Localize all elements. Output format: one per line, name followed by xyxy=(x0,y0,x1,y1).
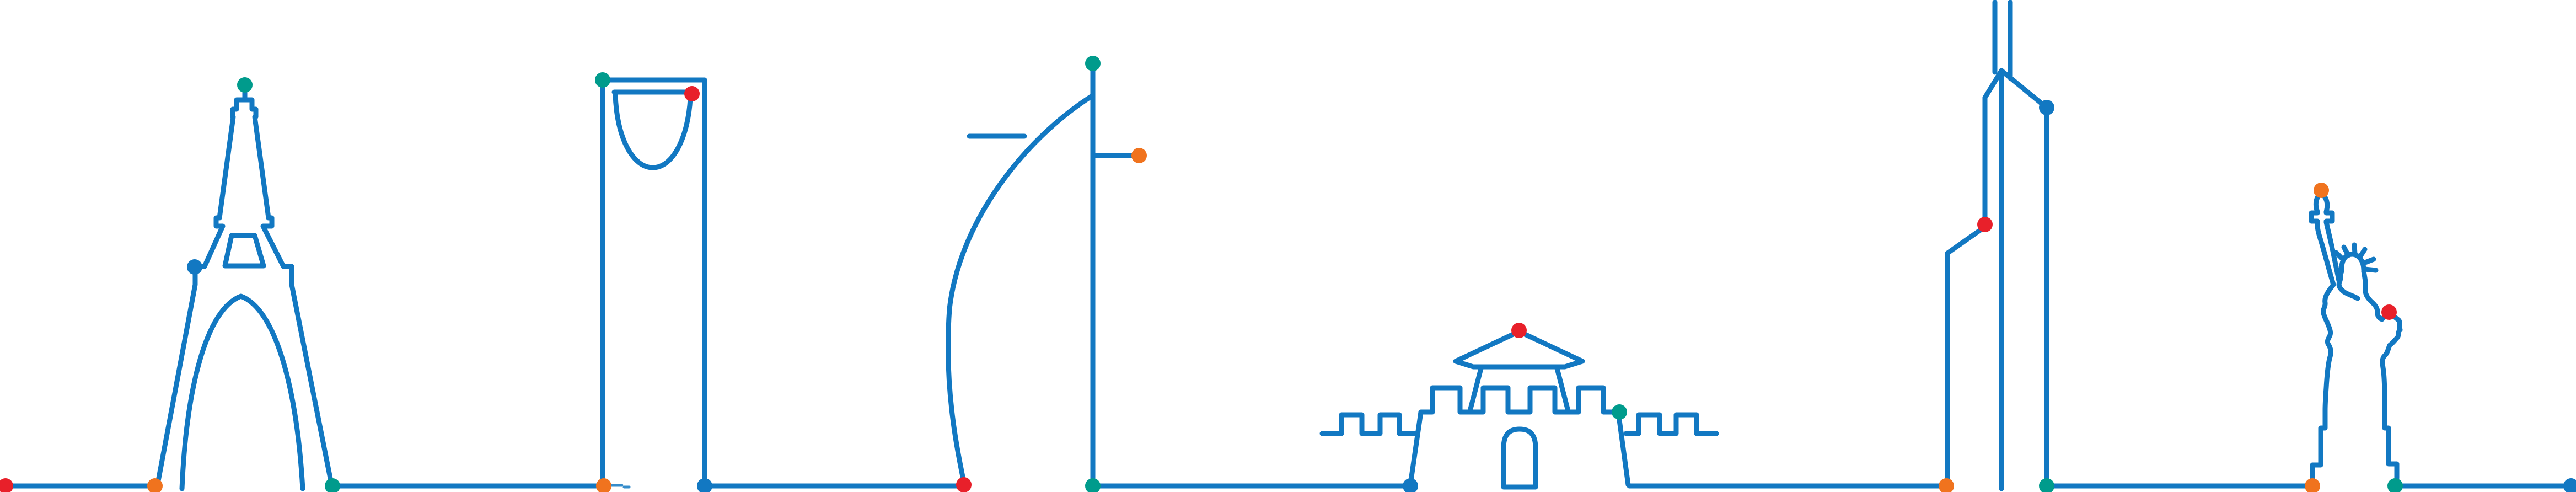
statue-of-liberty xyxy=(2309,191,2403,481)
gate-base-left-dot xyxy=(1403,478,1418,492)
kingdom-parabola xyxy=(613,91,693,170)
eiffel-tower xyxy=(155,86,334,491)
liberty-arm-outer xyxy=(2315,220,2336,287)
burj-sail xyxy=(946,93,1096,485)
tower-base-left-dot xyxy=(1939,478,1954,492)
kingdom-base-left-dot xyxy=(596,478,611,492)
gate-door xyxy=(1501,426,1538,490)
liberty-tablet-dot xyxy=(2381,304,2397,320)
tower-shoulder-left-dot xyxy=(1977,217,1993,232)
gate-roof-struts xyxy=(1467,366,1571,414)
liberty-tablet-arm xyxy=(2380,313,2403,481)
eiffel-platform-left-dot xyxy=(187,259,202,275)
kingdom-centre xyxy=(600,77,707,486)
kingdom-base-right-dot xyxy=(697,478,712,492)
eiffel-base-left-dot xyxy=(147,478,163,492)
burj-mast-top-dot xyxy=(1085,56,1101,71)
liberty-robe-left xyxy=(2310,282,2336,481)
kingdom-arch-right-dot xyxy=(684,86,700,101)
route-dots xyxy=(0,56,2576,492)
route-start-dot xyxy=(0,478,13,492)
eiffel-top-dot xyxy=(237,77,253,93)
liberty-face xyxy=(2336,269,2360,301)
liberty-crown-spikes xyxy=(2333,242,2379,273)
kingdom-outline xyxy=(600,77,707,486)
burj-spar-end-dot xyxy=(1131,148,1147,163)
willis-tower xyxy=(1945,0,2049,491)
great-wall-gate xyxy=(1319,329,1719,490)
liberty-base-right-dot xyxy=(2387,478,2403,492)
burj-sail-base-dot xyxy=(956,477,972,492)
eiffel-window xyxy=(222,233,266,269)
burj-base-dot xyxy=(1085,478,1101,492)
eiffel-arch xyxy=(179,293,305,491)
gate-battlements xyxy=(1408,385,1631,488)
eiffel-base-right-dot xyxy=(325,478,340,492)
eiffel-upper-left-edge xyxy=(196,114,236,269)
gate-wall-right-dot xyxy=(1612,404,1627,420)
tower-left-column xyxy=(1945,226,1985,486)
tower-left-shoulder xyxy=(1982,68,2004,225)
gate-right-wall xyxy=(1623,412,1719,436)
liberty-torch-dot xyxy=(2314,183,2329,198)
liberty-torch-balcony xyxy=(2309,210,2335,224)
kingdom-top-left-dot xyxy=(595,72,610,88)
tower-base-right-dot xyxy=(2039,478,2054,492)
tower-right-shoulder xyxy=(1999,68,2047,109)
route-baseline xyxy=(4,483,2574,489)
gate-roof-apex-dot xyxy=(1511,323,1527,338)
eiffel-upper-right-edge xyxy=(252,114,334,486)
gate-roof xyxy=(1453,329,1585,370)
route-end-dot xyxy=(2563,478,2576,492)
liberty-right-shoulder xyxy=(2361,269,2391,322)
burj-al-arab xyxy=(946,65,1136,486)
gate-left-wall xyxy=(1319,412,1420,436)
eiffel-left-leg xyxy=(155,269,198,486)
eiffel-top-box xyxy=(230,97,259,120)
tower-shoulder-right-dot xyxy=(2039,100,2054,115)
liberty-base-left-dot xyxy=(2305,478,2320,492)
